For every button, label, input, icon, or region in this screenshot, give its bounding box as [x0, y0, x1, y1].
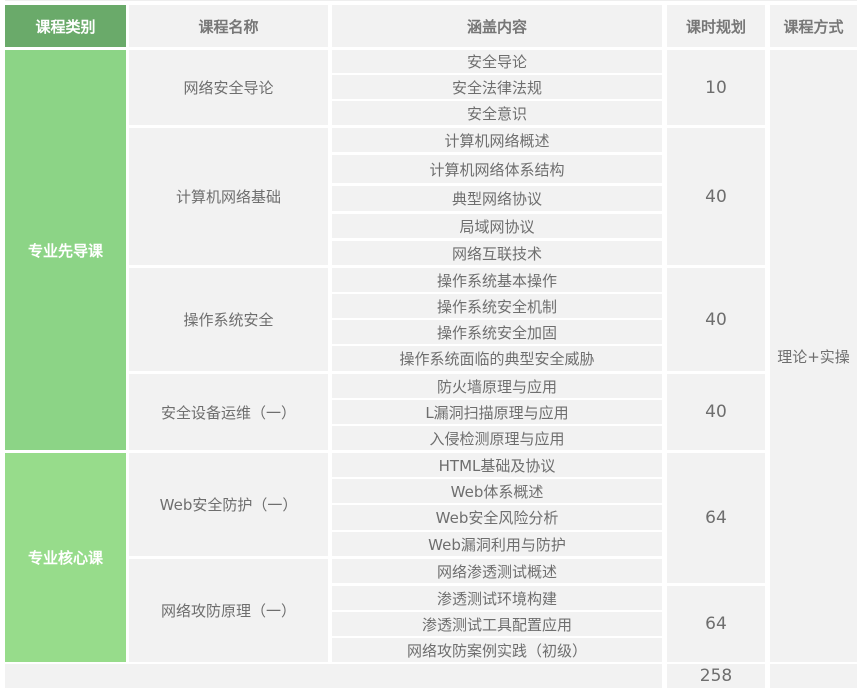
topic-cell: 局域网协议: [332, 214, 662, 238]
topic-cell: 计算机网络概述: [332, 128, 662, 152]
course-name-cell: 网络攻防原理（一）: [129, 559, 328, 662]
hours-cell: 64: [667, 586, 765, 662]
topic-cell: 计算机网络体系结构: [332, 155, 662, 183]
header-content: 涵盖内容: [332, 5, 662, 47]
course-name-cell: 安全设备运维（一）: [129, 374, 328, 450]
topic-cell: 安全法律法规: [332, 75, 662, 99]
topic-cell: Web体系概述: [332, 479, 662, 503]
hours-cell: 40: [667, 128, 765, 265]
topic-cell: 安全意识: [332, 101, 662, 125]
top-divider: [5, 0, 857, 1]
hours-cell: 64: [667, 453, 765, 583]
topic-cell: 渗透测试工具配置应用: [332, 612, 662, 636]
topic-cell: 操作系统面临的典型安全威胁: [332, 346, 662, 371]
topic-cell: 入侵检测原理与应用: [332, 426, 662, 450]
course-mode-cell: 理论+实操: [770, 50, 857, 662]
total-mode-cell: [770, 664, 857, 688]
topic-cell: 典型网络协议: [332, 186, 662, 211]
course-name-cell: 计算机网络基础: [129, 128, 328, 265]
topic-cell: 操作系统安全加固: [332, 320, 662, 344]
topic-cell: L漏洞扫描原理与应用: [332, 400, 662, 424]
header-course-name: 课程名称: [129, 5, 328, 47]
topic-cell: 网络互联技术: [332, 241, 662, 265]
topic-cell: 渗透测试环境构建: [332, 586, 662, 610]
topic-cell: 安全导论: [332, 50, 662, 73]
topic-cell: 网络渗透测试概述: [332, 559, 662, 583]
course-name-cell: 网络安全导论: [129, 50, 328, 125]
header-mode: 课程方式: [770, 5, 857, 47]
header-hours: 课时规划: [667, 5, 765, 47]
topic-cell: 网络攻防案例实践（初级）: [332, 638, 662, 662]
category-cell: 专业先导课: [5, 50, 126, 450]
hours-cell: 40: [667, 268, 765, 371]
topic-cell: Web安全风险分析: [332, 505, 662, 530]
topic-cell: 操作系统安全机制: [332, 294, 662, 318]
total-hours-cell: 258: [667, 664, 765, 688]
topic-cell: Web漏洞利用与防护: [332, 532, 662, 556]
hours-cell: 40: [667, 374, 765, 450]
category-cell: 专业核心课: [5, 453, 126, 662]
course-name-cell: Web安全防护（一）: [129, 453, 328, 556]
total-label-cell: [5, 664, 662, 688]
topic-cell: HTML基础及协议: [332, 453, 662, 477]
course-name-cell: 操作系统安全: [129, 268, 328, 371]
topic-cell: 防火墙原理与应用: [332, 374, 662, 398]
hours-cell: 10: [667, 50, 765, 125]
topic-cell: 操作系统基本操作: [332, 268, 662, 292]
header-category: 课程类别: [5, 5, 126, 47]
